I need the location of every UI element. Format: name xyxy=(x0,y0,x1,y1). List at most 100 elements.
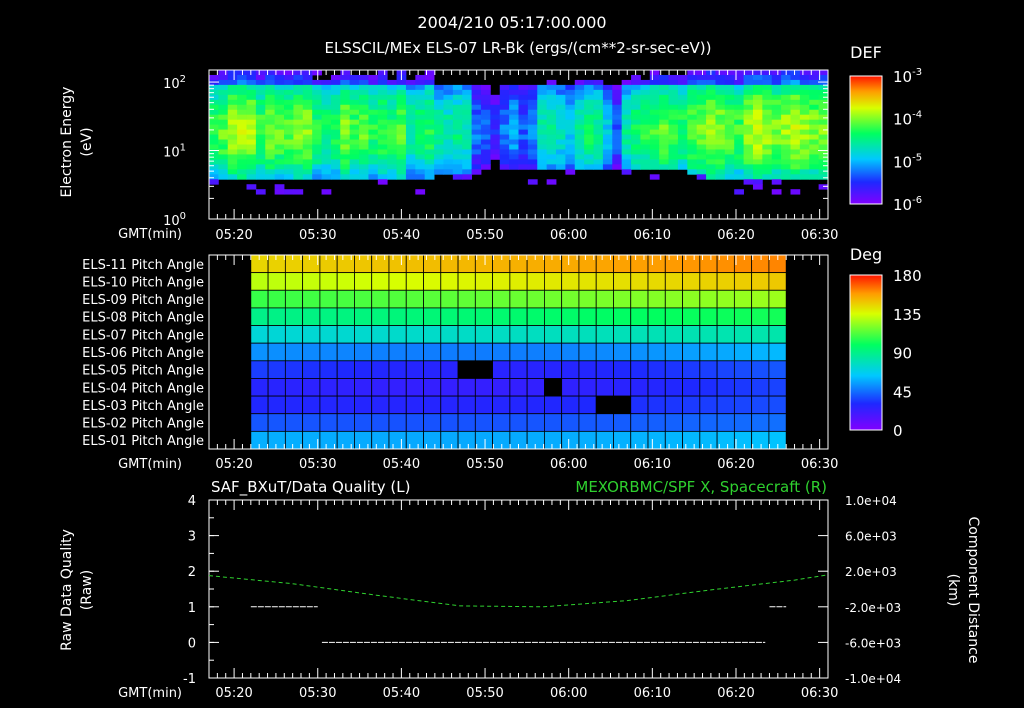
pitch-angle-cell xyxy=(302,378,321,397)
spectrogram-cell xyxy=(227,134,238,140)
spectrogram-cell xyxy=(621,109,632,116)
spectrogram-cell xyxy=(799,169,810,175)
pitch-angle-cell xyxy=(440,395,459,415)
spectrogram-cell xyxy=(246,164,257,170)
spectrogram-cell xyxy=(762,79,773,86)
spectrogram-cell xyxy=(377,129,388,135)
spectrogram-cell xyxy=(537,119,548,126)
spectrogram-cell xyxy=(752,164,763,170)
spectrogram-cell xyxy=(302,134,313,140)
spectrogram-cell xyxy=(565,119,576,126)
pitch-angle-cell xyxy=(751,254,770,274)
spectrogram-cell xyxy=(706,89,716,96)
spectrogram-cell xyxy=(574,129,585,135)
spectrogram-cell xyxy=(396,169,407,175)
spectrogram-cell xyxy=(415,144,426,150)
spectrogram-cell xyxy=(499,104,510,111)
pitch-angle-cell xyxy=(492,430,511,450)
spectrogram-cell xyxy=(734,139,744,145)
pitch-angle-cell xyxy=(457,289,476,309)
spectrogram-cell xyxy=(809,159,820,165)
spectrogram-cell xyxy=(818,79,828,86)
spectrogram-cell xyxy=(799,154,810,160)
pitch-angle-row-label: ELS-05 Pitch Angle xyxy=(82,364,204,379)
spectrogram-cell xyxy=(284,139,294,145)
spectrogram-cell xyxy=(462,139,473,145)
pitch-angle-cell xyxy=(423,272,442,291)
spectrogram-cell xyxy=(293,129,304,135)
spectrogram-cell xyxy=(480,149,491,155)
pitch-angle-cell xyxy=(699,413,718,432)
spectrogram-cell xyxy=(452,174,463,180)
spectrogram-cell xyxy=(480,114,491,121)
spectrogram-cell xyxy=(799,164,810,170)
spectrogram-cell xyxy=(743,70,754,76)
spectrogram-cell xyxy=(584,149,594,155)
pitch-angle-cell xyxy=(302,307,321,326)
spectrogram-cell xyxy=(490,119,501,126)
spectrogram-cell xyxy=(274,119,285,126)
pitch-angle-x-tick-label: 06:30 xyxy=(801,457,838,472)
spectrogram-cell xyxy=(612,89,623,96)
spectrogram-cell xyxy=(724,149,735,155)
spectrogram-cell xyxy=(574,154,585,160)
spectrogram-cell xyxy=(452,149,463,155)
spectrogram-cell xyxy=(312,89,322,96)
spectrogram-cell xyxy=(546,79,557,86)
spectrogram-cell xyxy=(696,84,707,91)
spectrogram-cell xyxy=(518,154,529,160)
pitch-angle-cell xyxy=(319,413,338,432)
spectrogram-cell xyxy=(424,144,435,150)
spectrogram-cell xyxy=(631,84,641,91)
spectrogram-cell xyxy=(790,164,801,170)
spectrogram-cell xyxy=(649,79,660,86)
pitch-angle-cell xyxy=(751,342,770,362)
spectrogram-cell xyxy=(668,99,679,106)
pitch-angle-cell xyxy=(630,395,649,415)
spectrogram-cell xyxy=(790,104,801,111)
spectrogram-cell xyxy=(499,84,510,91)
spectrogram-cell xyxy=(321,119,332,126)
spectrogram-cell xyxy=(809,109,820,116)
spectrogram-cell xyxy=(471,149,482,155)
spectrogram-cell xyxy=(499,134,510,140)
spectrogram-cell xyxy=(209,129,219,135)
spectrogram-cell xyxy=(809,84,820,91)
spectrogram-cell xyxy=(302,124,313,130)
pitch-angle-cell xyxy=(647,342,666,362)
spectrogram-cell xyxy=(527,124,538,130)
pitch-angle-cell xyxy=(405,272,424,291)
spectrogram-cell xyxy=(368,109,379,116)
spectrogram-cell xyxy=(574,119,585,126)
spectrogram-y-tick-label: 101 xyxy=(163,143,186,161)
spectrogram-cell xyxy=(443,149,454,155)
spectrogram-cell xyxy=(602,84,613,91)
spectrogram-cell xyxy=(462,84,473,91)
spectrogram-cell xyxy=(696,89,707,96)
spectrogram-cell xyxy=(593,84,604,91)
spectrogram-cell xyxy=(527,149,538,155)
spectrogram-cell xyxy=(471,99,482,106)
pitch-angle-cell xyxy=(647,413,666,432)
pitch-angle-cell xyxy=(267,395,286,415)
spectrogram-cell xyxy=(546,179,557,185)
pitch-angle-cell xyxy=(423,342,442,362)
pitch-angle-cell xyxy=(336,342,355,362)
spectrogram-cell xyxy=(255,84,266,91)
spectrogram-cell xyxy=(668,114,679,121)
spectrogram-cell xyxy=(743,119,754,126)
spectrogram-cell xyxy=(771,179,782,185)
spectrogram-cell xyxy=(377,104,388,111)
spectrogram-cell xyxy=(330,164,341,170)
spectrogram-cell xyxy=(218,134,229,140)
spectrogram-cell xyxy=(743,79,754,86)
spectrogram-cell xyxy=(527,94,538,101)
spectrogram-cell xyxy=(265,94,276,101)
spectrogram-cell xyxy=(715,154,726,160)
spectrogram-cell xyxy=(227,74,238,81)
spectrogram-cell xyxy=(687,114,698,121)
def-colorbar-label: 10-3 xyxy=(893,67,922,86)
pitch-angle-cell xyxy=(578,325,597,344)
spectrogram-cell xyxy=(602,144,613,150)
spectrogram-cell xyxy=(612,154,623,160)
